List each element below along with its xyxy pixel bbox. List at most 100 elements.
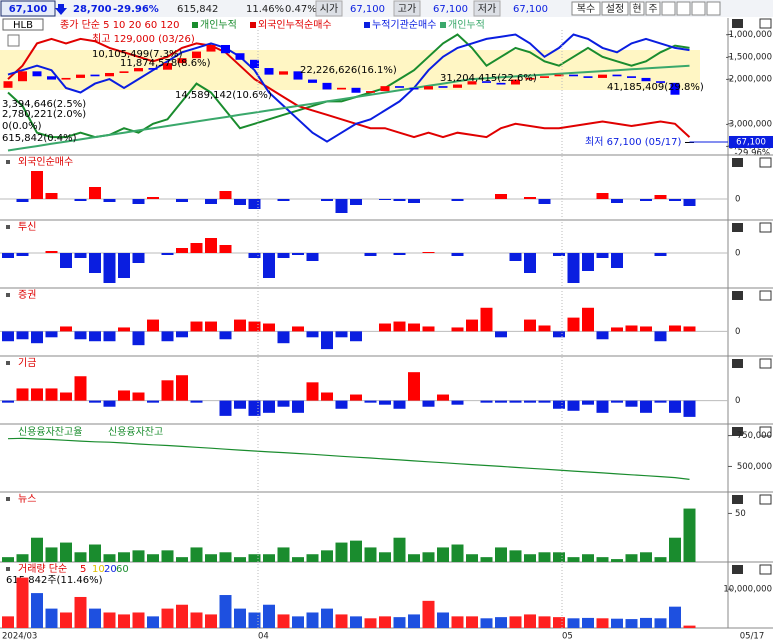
flow-bar: [611, 327, 623, 332]
news-bar: [640, 552, 652, 562]
news-bar: [509, 550, 522, 562]
panel-icon[interactable]: [732, 495, 743, 504]
panel-close[interactable]: [759, 426, 772, 437]
flow-bar: [147, 319, 159, 332]
candle: [395, 86, 404, 88]
icon-button[interactable]: [676, 1, 691, 16]
flow-bar: [277, 253, 290, 258]
y-tick-label: 0: [735, 327, 740, 337]
news-bar: [321, 550, 333, 562]
news-bar: [669, 537, 681, 562]
toolbar-button-label[interactable]: 복수: [577, 3, 595, 15]
flow-bar: [16, 388, 29, 401]
news-bar: [437, 547, 449, 562]
ma-legend: 종가 단순 5 10 20 60 120: [60, 19, 180, 31]
flow-bar: [567, 400, 580, 411]
toolbar-button-label[interactable]: 주: [648, 4, 657, 15]
toolbar-button[interactable]: [571, 1, 601, 16]
panel-close[interactable]: [759, 290, 772, 301]
flow-bar: [654, 253, 667, 256]
label-box: [473, 0, 501, 17]
panel-icon[interactable]: [732, 158, 743, 167]
flow-bar: [408, 199, 420, 203]
news-bar: [364, 547, 377, 562]
legend-swatch: [250, 22, 256, 28]
news-bar: [567, 557, 580, 562]
candle: [409, 87, 419, 90]
panel-close[interactable]: [759, 157, 772, 168]
flow-bar: [567, 253, 580, 283]
news-bar: [190, 547, 203, 562]
candle: [598, 74, 607, 78]
panel-close[interactable]: [759, 358, 772, 369]
candle: [322, 82, 332, 90]
panel-icon[interactable]: [732, 565, 743, 574]
news-bar: [393, 537, 406, 562]
news-bar: [103, 554, 116, 562]
y2-tick-label: -3,000,000: [726, 119, 772, 129]
flow-bar: [422, 326, 435, 332]
panel-close[interactable]: [759, 564, 772, 575]
candle: [264, 68, 274, 75]
flow-bar: [190, 400, 203, 403]
flow-bar: [74, 199, 87, 201]
volume-bar: [306, 612, 319, 628]
annotation: 11,874,578(8.6%): [120, 58, 211, 69]
toolbar-button[interactable]: [645, 1, 661, 16]
flow-bar: [480, 307, 493, 332]
candle: [540, 76, 549, 78]
flow-bar: [495, 400, 507, 403]
volume-bar: [669, 606, 681, 628]
news-bar: [408, 554, 420, 562]
icon-button[interactable]: [691, 1, 706, 16]
icon-button[interactable]: [661, 1, 676, 16]
y-tick-label: 0: [735, 249, 740, 259]
flow-bar: [60, 326, 72, 332]
flow-bar: [161, 253, 174, 255]
panel-title-marker: [6, 160, 10, 164]
toolbar-button[interactable]: [629, 1, 645, 16]
flow-bar: [219, 245, 232, 253]
panel-icon[interactable]: [732, 19, 743, 28]
news-bar: [263, 554, 275, 562]
checkbox[interactable]: [7, 34, 20, 47]
annotation: 10,105,499(7.3%): [92, 49, 183, 60]
volume-bar: [466, 616, 478, 628]
candle: [18, 71, 27, 82]
flow-bar: [538, 400, 551, 403]
candle: [293, 71, 303, 80]
flow-bar: [553, 400, 565, 409]
toolbar-button-label[interactable]: 현: [632, 3, 641, 15]
volume-bar: [611, 618, 623, 628]
news-bar: [147, 554, 159, 562]
flow-bar: [219, 400, 232, 416]
panel-icon[interactable]: [732, 359, 743, 368]
panel-icon[interactable]: [732, 223, 743, 232]
icon-button[interactable]: [706, 1, 721, 16]
candle: [192, 51, 201, 59]
panel-close[interactable]: [759, 222, 772, 233]
news-bar: [683, 508, 696, 562]
panel-title: 기금: [18, 357, 36, 369]
news-bar: [379, 552, 391, 562]
flow-bar: [654, 331, 667, 342]
flow-bar: [16, 331, 29, 340]
news-bar: [219, 552, 232, 562]
toolbar-button-label[interactable]: 설정: [606, 3, 624, 15]
volume-bar: [74, 596, 87, 628]
x-tick-label: 04: [258, 632, 269, 642]
flow-bar: [422, 400, 435, 407]
panel-close[interactable]: [759, 494, 772, 505]
annotation: 14,589,142(10.6%): [175, 90, 272, 101]
news-bar: [451, 544, 464, 562]
panel-icon[interactable]: [732, 291, 743, 300]
legend-swatch: [440, 22, 446, 28]
candle: [308, 79, 317, 83]
panel-close[interactable]: [759, 18, 772, 29]
panel-icon[interactable]: [732, 427, 743, 436]
flow-bar: [422, 252, 435, 253]
last-price-box: [729, 135, 773, 148]
volume-bar: [524, 614, 536, 628]
toolbar-button[interactable]: [601, 1, 629, 16]
volume-bar: [553, 617, 565, 628]
